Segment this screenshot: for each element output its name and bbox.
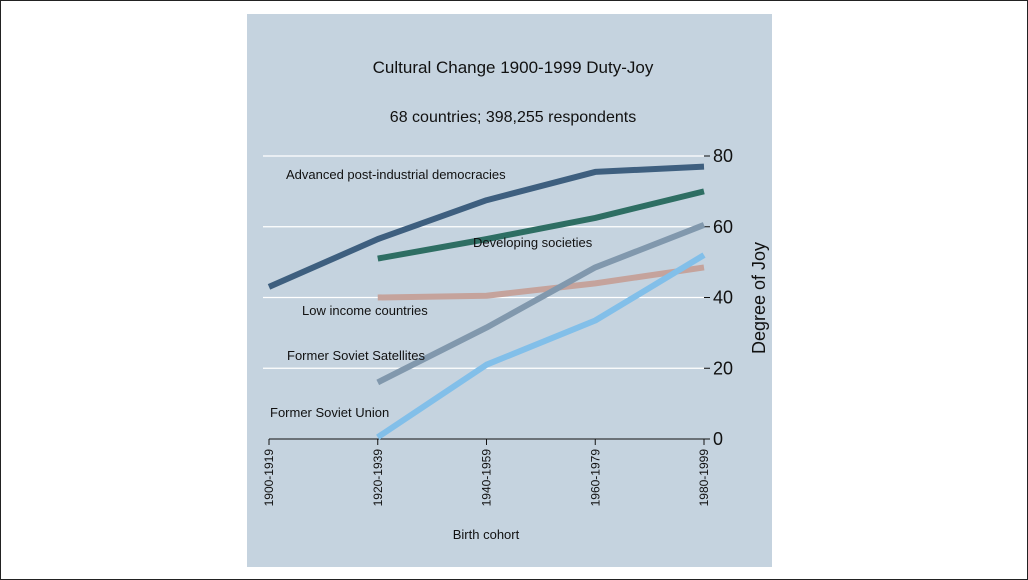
series-line (377, 264, 705, 301)
x-axis: 1900-1919 1920-1939 1940-1959 1960-1979 1980… (262, 438, 711, 507)
series-label: Developing societies (473, 235, 593, 250)
series-line (376, 222, 706, 386)
series-label: Former Soviet Satellites (287, 348, 425, 363)
x-tick-label: 1940-1959 (480, 449, 494, 507)
series-line (377, 188, 705, 262)
chart-subtitle: 68 countries; 398,255 respondents (390, 109, 636, 126)
y-tick-label: 80 (713, 146, 733, 166)
x-tick-label: 1900-1919 (262, 449, 276, 507)
series-label: Advanced post-industrial democracies (286, 167, 506, 182)
y-axis: 0 20 40 60 80 (704, 146, 733, 449)
y-tick-label: 0 (713, 429, 723, 449)
series-lines (267, 163, 706, 440)
x-axis-label: Birth cohort (453, 527, 520, 542)
x-tick-label: 1960-1979 (588, 449, 602, 507)
chart-title: Cultural Change 1900-1999 Duty-Joy (373, 58, 654, 77)
x-tick-label: 1920-1939 (371, 449, 385, 507)
series-label: Former Soviet Union (270, 405, 389, 420)
y-tick-label: 40 (713, 288, 733, 308)
series-line (267, 163, 705, 290)
y-tick-label: 60 (713, 217, 733, 237)
y-tick-label: 20 (713, 358, 733, 378)
x-tick-label: 1980-1999 (697, 449, 711, 507)
series-label: Low income countries (302, 303, 428, 318)
series-line (376, 252, 706, 440)
series-labels: Advanced post-industrial democracies Deve… (270, 167, 593, 420)
y-axis-label: Degree of Joy (749, 242, 769, 354)
